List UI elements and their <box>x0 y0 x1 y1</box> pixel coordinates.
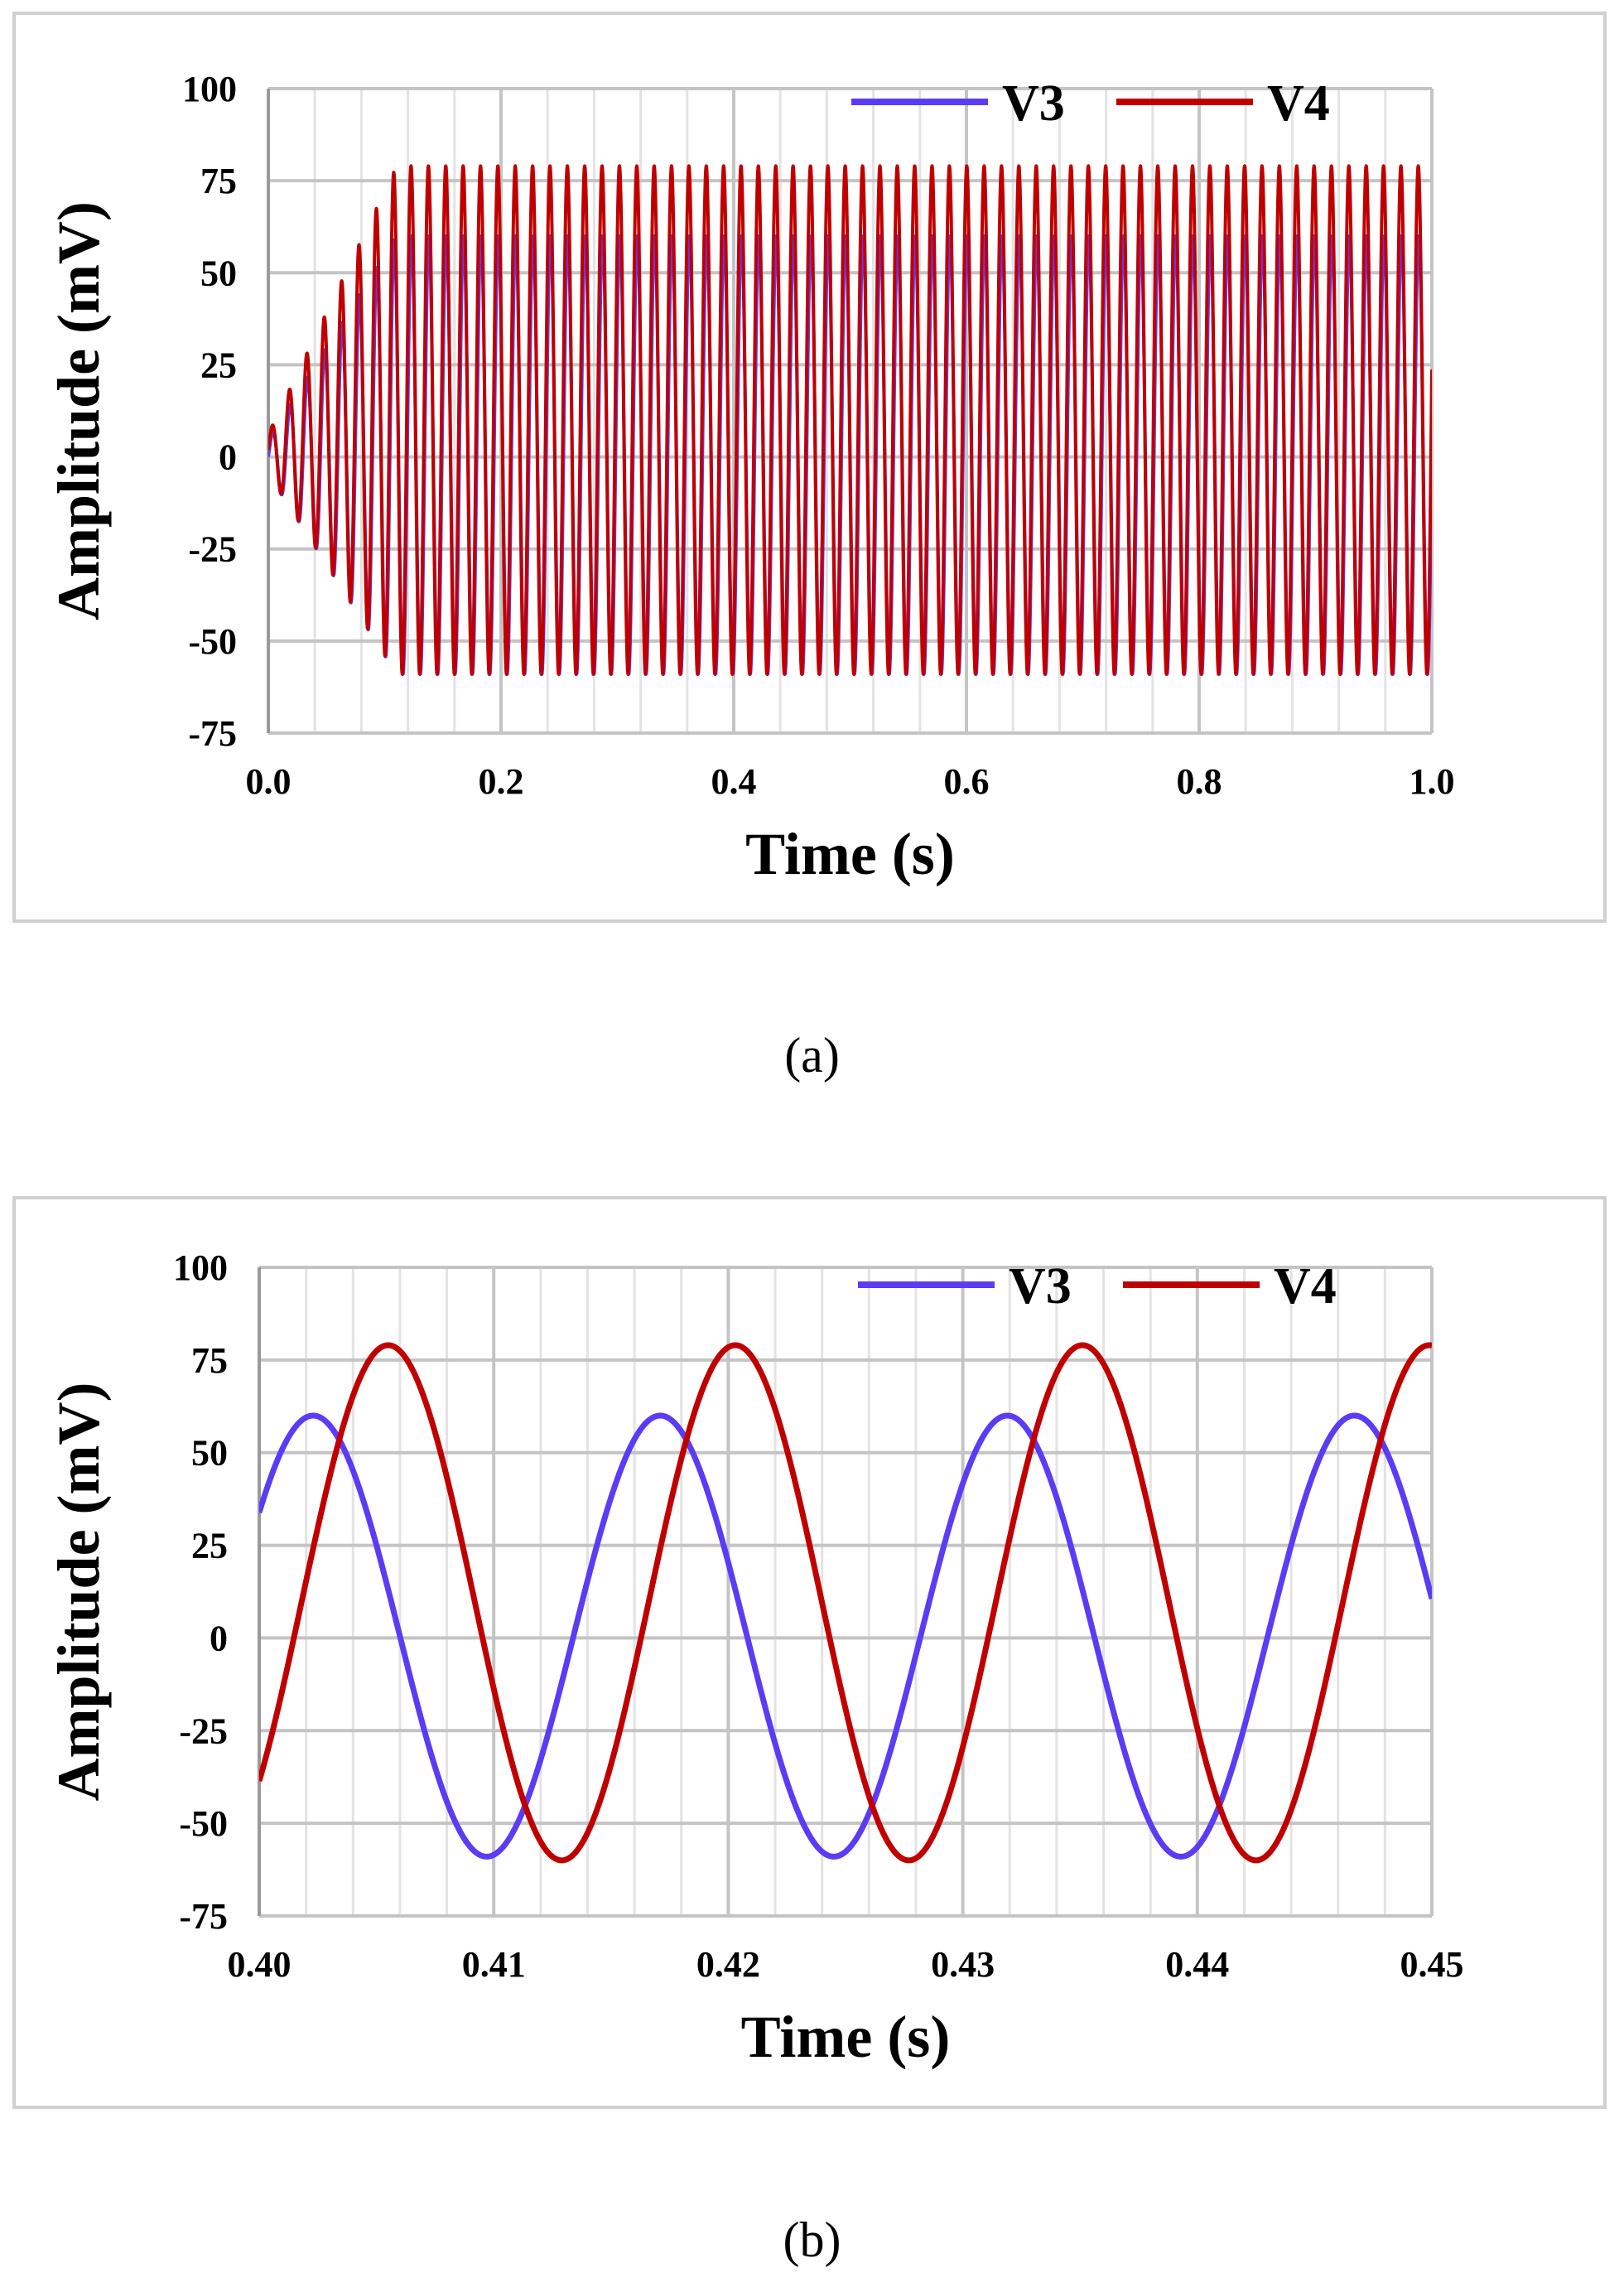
x-tick-label: 0.4 <box>711 761 757 802</box>
x-tick-label: 0.45 <box>1400 1944 1464 1985</box>
x-tick-label: 0.43 <box>931 1944 995 1985</box>
caption-b: (b) <box>783 2212 841 2267</box>
x-tick-label: 0.41 <box>462 1944 526 1985</box>
y-axis-title: Amplitude (mV) <box>46 201 112 620</box>
x-tick-label: 0.0 <box>246 761 292 802</box>
y-tick-label: 25 <box>200 345 237 385</box>
y-axis-title: Amplitude (mV) <box>46 1382 112 1802</box>
chart-a: -75 -50 -25 0 25 50 75 100 0.0 0.2 0.4 0.6 0.8 1.0 Tim… <box>46 69 1455 887</box>
legend: V3 V4 <box>858 1258 1337 1315</box>
series-line-v4 <box>268 164 1432 676</box>
y-tick-label: -75 <box>188 713 237 754</box>
y-tick-label: 75 <box>200 161 237 201</box>
y-tick-label: 0 <box>219 437 237 478</box>
chart-panel-a: -75 -50 -25 0 25 50 75 100 0.0 0.2 0.4 0.6 0.8 1.0 Tim… <box>12 12 1607 923</box>
caption-a: (a) <box>784 1028 840 1083</box>
x-tick-label: 0.8 <box>1177 761 1222 802</box>
chart-b: -75 -50 -25 0 25 50 75 100 0.40 0.41 0.42 0.43 0.44 0… <box>46 1247 1464 2070</box>
x-tick-label: 0.40 <box>228 1944 292 1985</box>
x-tick-label: 0.2 <box>479 761 524 802</box>
y-tick-label: 100 <box>182 69 237 109</box>
chart-panel-b: -75 -50 -25 0 25 50 75 100 0.40 0.41 0.42 0.43 0.44 0… <box>12 1196 1607 2109</box>
y-tick-label: -50 <box>188 621 237 662</box>
y-tick-label: 0 <box>210 1618 228 1658</box>
series-group <box>259 1342 1432 1864</box>
legend-label-v4: V4 <box>1274 1258 1337 1315</box>
y-tick-label: 50 <box>200 253 237 293</box>
y-tick-label: -50 <box>179 1803 228 1844</box>
legend: V3 V4 <box>851 75 1330 132</box>
y-tick-label: -75 <box>179 1896 228 1937</box>
x-tick-label: 0.6 <box>944 761 990 802</box>
x-tick-label: 1.0 <box>1410 761 1455 802</box>
y-tick-label: 75 <box>191 1340 228 1381</box>
y-tick-label: 100 <box>173 1247 228 1288</box>
x-tick-label: 0.44 <box>1165 1944 1229 1985</box>
series-group <box>268 164 1432 676</box>
legend-label-v4: V4 <box>1267 75 1330 132</box>
series-line-v4 <box>259 1342 1432 1864</box>
series-line-v3 <box>259 1412 1432 1860</box>
legend-label-v3: V3 <box>1009 1258 1072 1315</box>
y-tick-label: -25 <box>188 529 237 570</box>
x-axis-title: Time (s) <box>741 2004 951 2070</box>
legend-label-v3: V3 <box>1002 75 1065 132</box>
y-tick-label: -25 <box>179 1711 228 1751</box>
x-tick-label: 0.42 <box>696 1944 760 1985</box>
grid <box>258 1266 1434 1918</box>
x-axis-title: Time (s) <box>745 821 955 887</box>
y-tick-label: 25 <box>191 1526 228 1566</box>
y-tick-label: 50 <box>191 1433 228 1474</box>
